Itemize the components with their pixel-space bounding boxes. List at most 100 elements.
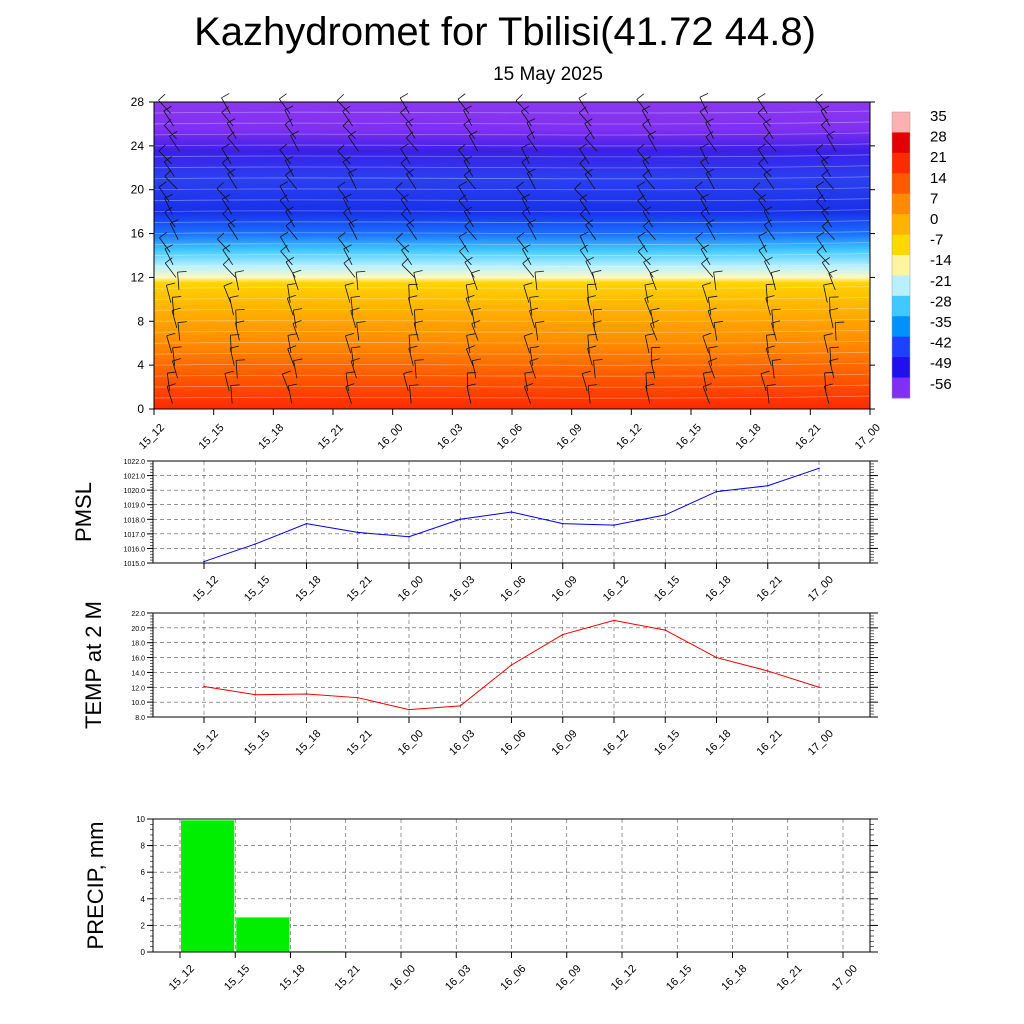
wind-barb bbox=[287, 284, 291, 303]
wind-barb-flag bbox=[284, 118, 293, 125]
wind-barb bbox=[356, 322, 360, 341]
x-tick-label: 16_06 bbox=[498, 963, 528, 993]
wind-barb bbox=[221, 162, 235, 177]
wind-barb-flag bbox=[821, 156, 830, 162]
temp-point bbox=[613, 619, 615, 622]
wind-barb-flag bbox=[829, 307, 839, 311]
wind-barb bbox=[529, 310, 536, 328]
wind-barb bbox=[579, 235, 589, 253]
contour-line bbox=[153, 285, 871, 289]
contour-line bbox=[153, 143, 871, 147]
wind-barb-flag bbox=[702, 332, 712, 337]
wind-barb-flag bbox=[642, 105, 651, 111]
y-axis-label: PRECIP, mm bbox=[83, 822, 108, 950]
wind-barb bbox=[699, 97, 709, 114]
wind-barb bbox=[287, 385, 293, 404]
pmsl-point bbox=[459, 518, 462, 521]
wind-barb-flag bbox=[414, 359, 424, 361]
colorbar-label: -28 bbox=[930, 293, 952, 310]
wind-barb-flag bbox=[177, 271, 187, 273]
wind-barb bbox=[471, 360, 477, 379]
wind-barb-flag bbox=[821, 118, 829, 126]
wind-barb bbox=[593, 360, 596, 379]
y-tick-label: 4 bbox=[137, 358, 144, 372]
x-tick-label: 16_09 bbox=[554, 963, 584, 993]
x-tick-label: 17_00 bbox=[806, 728, 836, 758]
wind-barb bbox=[165, 285, 172, 303]
wind-barb-flag bbox=[644, 282, 654, 286]
wind-barb-flag bbox=[287, 283, 297, 286]
wind-barb bbox=[222, 249, 234, 266]
colorbar-label: -49 bbox=[930, 355, 952, 372]
x-tick-label: 16_00 bbox=[396, 728, 426, 758]
wind-barb bbox=[757, 112, 771, 127]
wind-barb bbox=[177, 272, 180, 291]
x-tick-label: 16_15 bbox=[652, 728, 682, 758]
x-tick-label: 16_21 bbox=[755, 574, 785, 604]
wind-barb bbox=[172, 347, 176, 366]
wind-barb bbox=[282, 373, 290, 392]
wind-barb bbox=[285, 174, 297, 190]
wind-barb-flag bbox=[522, 244, 531, 250]
wind-barb bbox=[637, 186, 647, 202]
wind-barb bbox=[171, 297, 175, 316]
wind-barb bbox=[222, 264, 236, 278]
wind-barb-flag bbox=[516, 181, 524, 188]
wind-barb bbox=[823, 284, 828, 303]
wind-barb bbox=[529, 361, 536, 379]
wind-barb-flag bbox=[342, 105, 351, 112]
x-tick-label: 15_21 bbox=[345, 728, 375, 758]
y-tick-label: 24 bbox=[131, 139, 145, 153]
wind-barb bbox=[222, 213, 236, 228]
wind-barb bbox=[280, 236, 290, 253]
x-tick-label: 16_06 bbox=[498, 728, 528, 758]
wind-barb bbox=[164, 176, 178, 190]
wind-barb-flag bbox=[217, 232, 225, 240]
wind-barb-flag bbox=[699, 105, 708, 112]
y-tick-label: 1021.0 bbox=[124, 474, 146, 481]
wind-barb bbox=[345, 373, 349, 391]
wind-barb bbox=[708, 347, 713, 366]
wind-barb-flag bbox=[159, 232, 167, 239]
wind-barb bbox=[345, 335, 352, 354]
wind-barb bbox=[401, 249, 413, 266]
wind-barb-flag bbox=[822, 257, 830, 263]
wind-barb-flag bbox=[163, 105, 172, 112]
wind-barb bbox=[522, 263, 535, 278]
wind-barb-flag bbox=[337, 232, 346, 239]
wind-barb-flag bbox=[713, 320, 723, 324]
wind-barb bbox=[284, 124, 297, 139]
wind-barb-flag bbox=[356, 321, 366, 323]
wind-barb-flag bbox=[342, 119, 350, 127]
wind-barb bbox=[650, 323, 658, 341]
wind-barb bbox=[227, 173, 238, 190]
wind-barb-flag bbox=[279, 93, 287, 100]
x-tick-label: 15_21 bbox=[345, 574, 375, 604]
wind-barb-flag bbox=[169, 131, 178, 137]
wind-barb-flag bbox=[351, 346, 361, 349]
wind-barb-flag bbox=[694, 181, 703, 188]
y-tick-label: 20 bbox=[131, 183, 145, 197]
x-tick-label: 16_09 bbox=[554, 422, 584, 452]
wind-barb-flag bbox=[706, 219, 715, 225]
wind-barb bbox=[820, 110, 831, 127]
wind-barb bbox=[280, 250, 293, 266]
wind-barb-flag bbox=[287, 294, 296, 299]
pmsl-point bbox=[356, 531, 359, 534]
wind-barb-flag bbox=[708, 357, 718, 362]
wind-barb-flag bbox=[285, 156, 294, 162]
pmsl-point bbox=[766, 484, 769, 487]
wind-barb-flag bbox=[636, 93, 645, 100]
wind-barb bbox=[226, 122, 237, 139]
wind-barb-flag bbox=[829, 346, 839, 349]
wind-barb-flag bbox=[521, 193, 531, 199]
wind-barb bbox=[166, 372, 170, 391]
wind-barb bbox=[466, 348, 474, 366]
wind-barb-flag bbox=[821, 206, 830, 213]
x-tick-label: 16_09 bbox=[550, 728, 580, 758]
chart-subtitle: 15 May 2025 bbox=[493, 64, 603, 85]
wind-barb-flag bbox=[409, 334, 419, 336]
wind-barb-flag bbox=[471, 320, 481, 325]
wind-barb-flag bbox=[292, 269, 302, 274]
wind-barb bbox=[287, 335, 292, 354]
